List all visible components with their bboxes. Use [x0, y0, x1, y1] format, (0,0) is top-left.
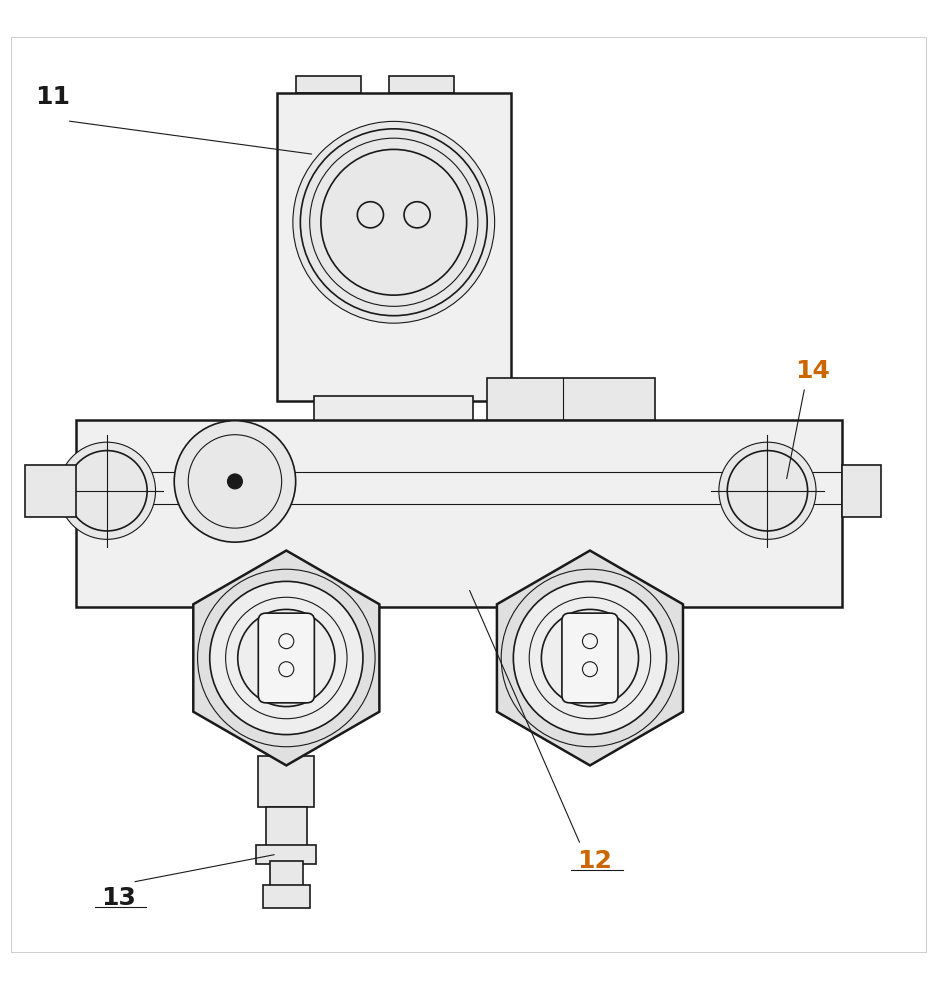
Polygon shape: [496, 551, 682, 765]
Bar: [841, 465, 881, 517]
Bar: [263, 885, 310, 908]
Bar: [76, 419, 841, 606]
Circle shape: [58, 442, 155, 539]
Circle shape: [174, 420, 296, 542]
Text: 13: 13: [101, 886, 136, 910]
Bar: [258, 756, 314, 807]
Circle shape: [718, 442, 815, 539]
Text: 14: 14: [794, 359, 829, 383]
Text: 12: 12: [577, 849, 611, 872]
Bar: [24, 465, 76, 517]
Bar: [266, 807, 307, 850]
Circle shape: [513, 582, 665, 735]
FancyBboxPatch shape: [562, 613, 618, 703]
Bar: [314, 397, 473, 457]
Circle shape: [293, 122, 494, 323]
Bar: [270, 860, 303, 887]
Text: 11: 11: [36, 85, 70, 110]
FancyBboxPatch shape: [258, 613, 314, 703]
Polygon shape: [193, 551, 379, 765]
Bar: [296, 76, 360, 93]
Bar: [487, 378, 654, 419]
Bar: [388, 76, 454, 93]
Bar: [256, 845, 315, 863]
Bar: [277, 93, 510, 402]
Circle shape: [210, 582, 362, 735]
Circle shape: [227, 474, 242, 489]
